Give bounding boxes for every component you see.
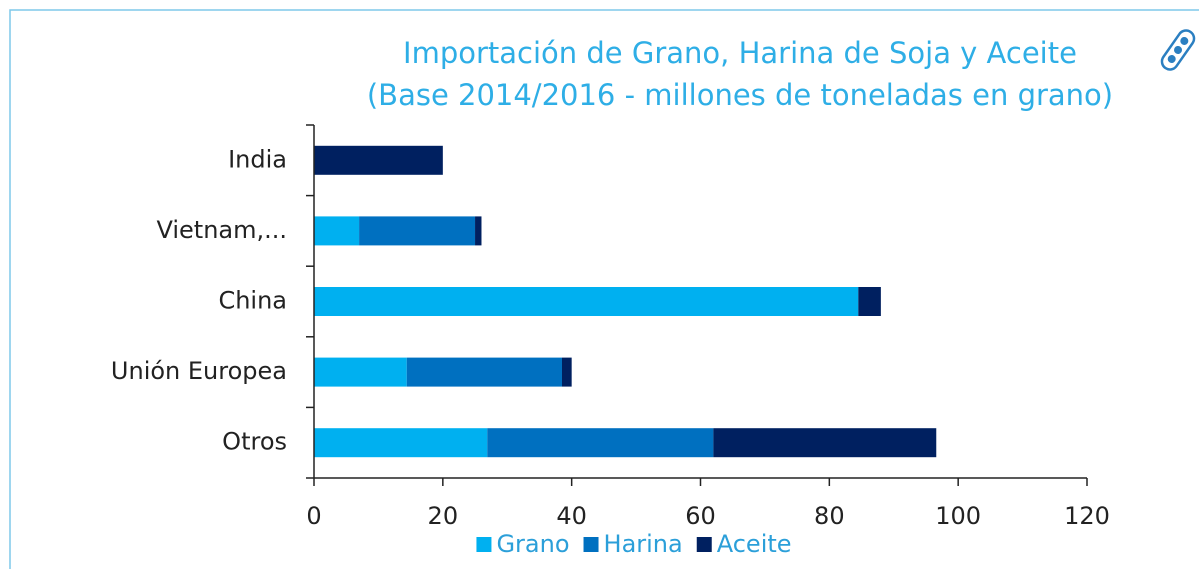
x-tick-label: 80 bbox=[814, 502, 845, 530]
y-tick-label: Vietnam,... bbox=[156, 216, 287, 244]
y-tick-label: India bbox=[228, 145, 287, 173]
bar-segment bbox=[487, 428, 714, 458]
bar-segment bbox=[359, 216, 476, 246]
bar-segment bbox=[314, 145, 443, 175]
bar-segment bbox=[314, 428, 488, 458]
bar-segment bbox=[713, 428, 937, 458]
chart-title: Importación de Grano, Harina de Soja y A… bbox=[403, 36, 1077, 70]
bar-segment bbox=[314, 357, 407, 387]
legend-swatch bbox=[476, 537, 492, 552]
bar-segment bbox=[314, 287, 859, 316]
bar-segment bbox=[406, 357, 563, 387]
logo-icon bbox=[1160, 29, 1196, 71]
bar-segment bbox=[314, 216, 360, 246]
y-tick-label: Unión Europea bbox=[111, 357, 287, 385]
x-tick-label: 100 bbox=[935, 502, 981, 530]
x-tick-label: 60 bbox=[685, 502, 716, 530]
legend-label: Aceite bbox=[717, 530, 792, 558]
bar-segment bbox=[858, 287, 881, 316]
x-tick-label: 120 bbox=[1064, 502, 1110, 530]
legend-swatch bbox=[583, 537, 599, 552]
bar-segment bbox=[562, 357, 572, 387]
x-tick-label: 40 bbox=[556, 502, 587, 530]
frame bbox=[9, 9, 1199, 569]
x-tick-label: 20 bbox=[428, 502, 459, 530]
bar-segment bbox=[475, 216, 482, 246]
y-tick-label: Otros bbox=[222, 428, 287, 456]
x-tick-label: 0 bbox=[306, 502, 321, 530]
legend-swatch bbox=[696, 537, 712, 552]
legend-label: Grano bbox=[496, 530, 569, 558]
legend-label: Harina bbox=[604, 530, 683, 558]
chart-subtitle: (Base 2014/2016 - millones de toneladas … bbox=[367, 78, 1113, 112]
y-tick-label: China bbox=[218, 287, 287, 315]
